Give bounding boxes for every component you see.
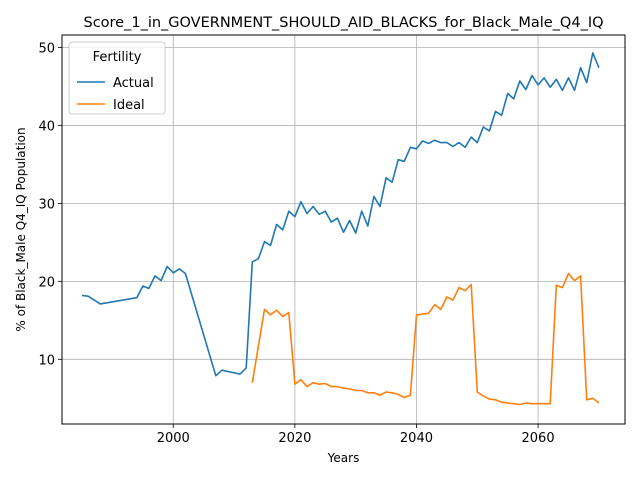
- legend-label-ideal: Ideal: [113, 98, 145, 113]
- x-tick-label: 2000: [157, 431, 190, 446]
- legend: Fertility Actual Ideal: [68, 41, 166, 115]
- x-tick-label: 2040: [400, 431, 433, 446]
- x-tick-label: 2020: [278, 431, 311, 446]
- legend-box: [68, 41, 166, 115]
- x-axis-label: Years: [327, 451, 360, 465]
- y-tick-label: 30: [38, 197, 55, 212]
- plot-frame: [61, 34, 626, 425]
- x-tick-label: 2060: [522, 431, 555, 446]
- y-axis-label: % of Black_Male Q4_IQ Population: [14, 127, 28, 331]
- y-tick-label: 40: [38, 119, 55, 134]
- series-line-ideal: [251, 272, 600, 406]
- legend-title: Fertility: [93, 50, 142, 65]
- y-tick-label: 50: [38, 41, 55, 56]
- series-line-actual: [81, 52, 600, 377]
- chart-title: Score_1_in_GOVERNMENT_SHOULD_AID_BLACKS_…: [83, 15, 603, 31]
- y-tick-label: 20: [38, 275, 55, 290]
- y-tick-label: 10: [38, 353, 55, 368]
- legend-label-actual: Actual: [113, 76, 154, 91]
- series-layer: [81, 52, 600, 406]
- axis-ticks: 2000 2020 2040 2060 10 20 30 40 50: [38, 41, 554, 446]
